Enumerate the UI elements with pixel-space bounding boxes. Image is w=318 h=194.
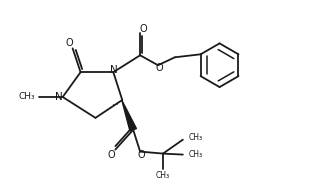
Text: O: O bbox=[137, 150, 145, 160]
Text: CH₃: CH₃ bbox=[189, 133, 203, 142]
Text: CH₃: CH₃ bbox=[189, 150, 203, 159]
Text: N: N bbox=[110, 65, 118, 75]
Text: CH₃: CH₃ bbox=[156, 171, 170, 180]
Text: O: O bbox=[155, 63, 163, 73]
Text: ···: ··· bbox=[111, 101, 119, 110]
Text: N: N bbox=[55, 92, 63, 102]
Text: CH₃: CH₃ bbox=[18, 93, 35, 101]
Text: O: O bbox=[66, 38, 73, 48]
Text: O: O bbox=[107, 150, 115, 160]
Polygon shape bbox=[122, 100, 136, 131]
Text: O: O bbox=[139, 24, 147, 35]
